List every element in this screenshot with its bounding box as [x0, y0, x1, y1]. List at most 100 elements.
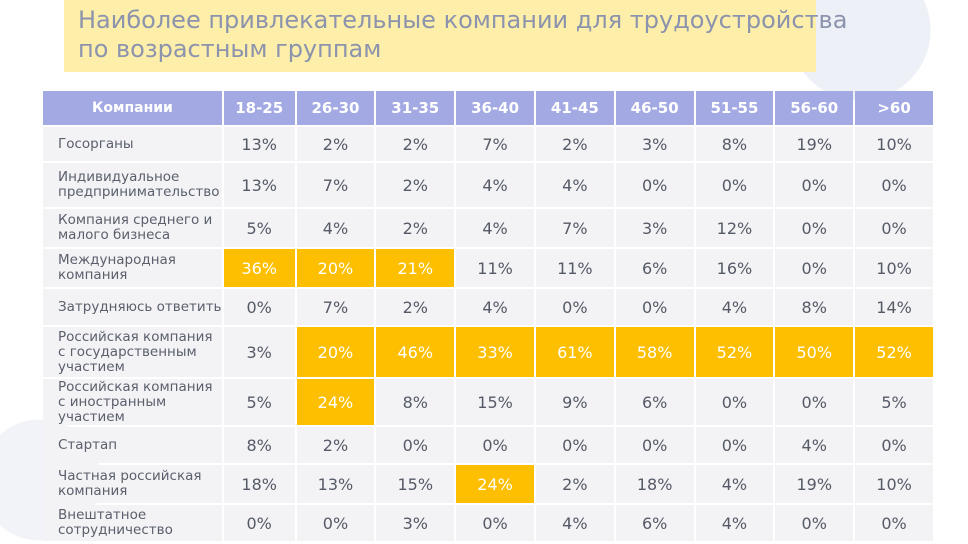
column-header: 26-30 [296, 91, 375, 125]
table-cell: 50% [775, 327, 854, 377]
title-banner: Наиболее привлекательные компании для тр… [64, 0, 847, 72]
row-label: Международная компания [43, 249, 222, 287]
table-cell: 5% [855, 379, 933, 425]
table-cell: 0% [535, 427, 614, 463]
table-cell: 3% [376, 505, 455, 541]
table-cell: 24% [456, 465, 534, 503]
table-cell: 2% [296, 427, 375, 463]
table-cell: 4% [695, 465, 774, 503]
row-label: Госорганы [43, 127, 222, 161]
table-cell: 0% [535, 289, 614, 325]
header-row: Компании 18-25 26-30 31-35 36-40 41-45 46-50 5… [43, 91, 933, 125]
table-cell: 3% [223, 327, 295, 377]
table-row: Госорганы 13% 2% 2% 7% 2% 3% 8% 19% 10% [43, 127, 933, 161]
table-cell: 4% [456, 209, 534, 247]
table-cell: 15% [456, 379, 534, 425]
table-cell: 8% [376, 379, 455, 425]
table-cell: 0% [775, 379, 854, 425]
table-row: Индивидуальное предпринимательство 13% 7% 2… [43, 163, 933, 207]
table-cell: 10% [855, 127, 933, 161]
table-cell: 7% [296, 163, 375, 207]
table-cell: 6% [615, 379, 694, 425]
table-cell: 52% [855, 327, 933, 377]
table-cell: 19% [775, 127, 854, 161]
table-cell: 2% [376, 163, 455, 207]
column-header: 31-35 [376, 91, 455, 125]
column-header: 46-50 [615, 91, 694, 125]
row-label: Компания среднего и малого бизнеса [43, 209, 222, 247]
table-cell: 0% [376, 427, 455, 463]
table-cell: 0% [456, 505, 534, 541]
table-row: Российская компания с государственным уч… [43, 327, 933, 377]
table-cell: 21% [376, 249, 455, 287]
title-line-2: по возрастным группам [78, 35, 382, 63]
table-cell: 3% [615, 127, 694, 161]
table-cell: 20% [296, 249, 375, 287]
table-cell: 0% [695, 379, 774, 425]
corner-header: Компании [43, 91, 222, 125]
table-cell: 33% [456, 327, 534, 377]
table-cell: 4% [296, 209, 375, 247]
table-cell: 0% [615, 427, 694, 463]
table-cell: 4% [775, 427, 854, 463]
table-row: Частная российская компания 18% 13% 15% 24% 2… [43, 465, 933, 503]
table-cell: 11% [535, 249, 614, 287]
table-cell: 0% [855, 505, 933, 541]
table-cell: 4% [695, 289, 774, 325]
table-cell: 13% [223, 127, 295, 161]
table-cell: 0% [775, 163, 854, 207]
table-cell: 0% [456, 427, 534, 463]
row-label: Российская компания с государственным уч… [43, 327, 222, 377]
column-header: 51-55 [695, 91, 774, 125]
table-cell: 0% [695, 163, 774, 207]
table-cell: 7% [456, 127, 534, 161]
table-cell: 2% [376, 127, 455, 161]
table-cell: 5% [223, 379, 295, 425]
table-cell: 4% [456, 163, 534, 207]
table-cell: 7% [296, 289, 375, 325]
table-cell: 4% [535, 505, 614, 541]
table-cell: 3% [615, 209, 694, 247]
table-row: Внештатное сотрудничество 0% 0% 3% 0% 4% 6% 4% 0… [43, 505, 933, 541]
table-cell: 14% [855, 289, 933, 325]
row-label: Стартап [43, 427, 222, 463]
table-cell: 5% [223, 209, 295, 247]
column-header: 18-25 [223, 91, 295, 125]
table-cell: 10% [855, 465, 933, 503]
table-cell: 9% [535, 379, 614, 425]
table-cell: 8% [775, 289, 854, 325]
table-cell: 0% [296, 505, 375, 541]
table-cell: 0% [695, 427, 774, 463]
table-cell: 2% [376, 289, 455, 325]
column-header: >60 [855, 91, 933, 125]
table-row: Компания среднего и малого бизнеса 5% 4% 2%… [43, 209, 933, 247]
table-cell: 24% [296, 379, 375, 425]
table-cell: 52% [695, 327, 774, 377]
table-cell: 6% [615, 505, 694, 541]
table-cell: 20% [296, 327, 375, 377]
row-label: Затрудняюсь ответить [43, 289, 222, 325]
table-cell: 0% [775, 249, 854, 287]
table-cell: 2% [535, 465, 614, 503]
table-cell: 4% [535, 163, 614, 207]
table-cell: 12% [695, 209, 774, 247]
table-row: Стартап 8% 2% 0% 0% 0% 0% 0% 4% 0% [43, 427, 933, 463]
table-cell: 0% [223, 505, 295, 541]
table-cell: 2% [296, 127, 375, 161]
table-cell: 58% [615, 327, 694, 377]
table-cell: 6% [615, 249, 694, 287]
table-cell: 4% [456, 289, 534, 325]
table-cell: 13% [296, 465, 375, 503]
table-cell: 15% [376, 465, 455, 503]
table-cell: 0% [855, 209, 933, 247]
table-cell: 0% [775, 505, 854, 541]
row-label: Российская компания с иностранным участи… [43, 379, 222, 425]
table-row: Затрудняюсь ответить 0% 7% 2% 4% 0% 0% 4% 8% 14% [43, 289, 933, 325]
table-cell: 2% [535, 127, 614, 161]
table-row: Международная компания 36% 20% 21% 11% 11% 6% 1… [43, 249, 933, 287]
table-cell: 61% [535, 327, 614, 377]
table-row: Российская компания с иностранным участи… [43, 379, 933, 425]
table-cell: 0% [775, 209, 854, 247]
table-cell: 0% [855, 163, 933, 207]
column-header: 41-45 [535, 91, 614, 125]
